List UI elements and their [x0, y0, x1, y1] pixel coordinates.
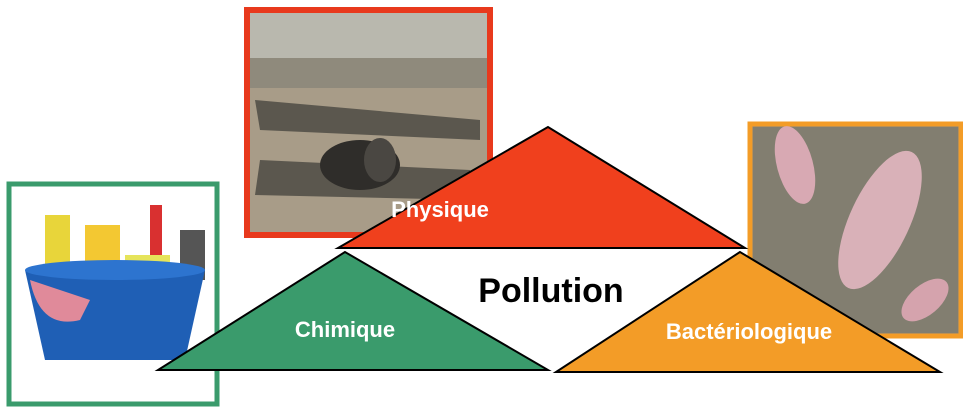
- label-bacteriologique: Bactériologique: [666, 319, 832, 344]
- center-label: Pollution: [478, 272, 623, 310]
- diagram: Physique Chimique Bactériologique Pollut…: [0, 0, 963, 407]
- page: Physique Chimique Bactériologique Pollut…: [0, 0, 963, 407]
- label-physique: Physique: [391, 197, 489, 222]
- label-chimique: Chimique: [295, 317, 395, 342]
